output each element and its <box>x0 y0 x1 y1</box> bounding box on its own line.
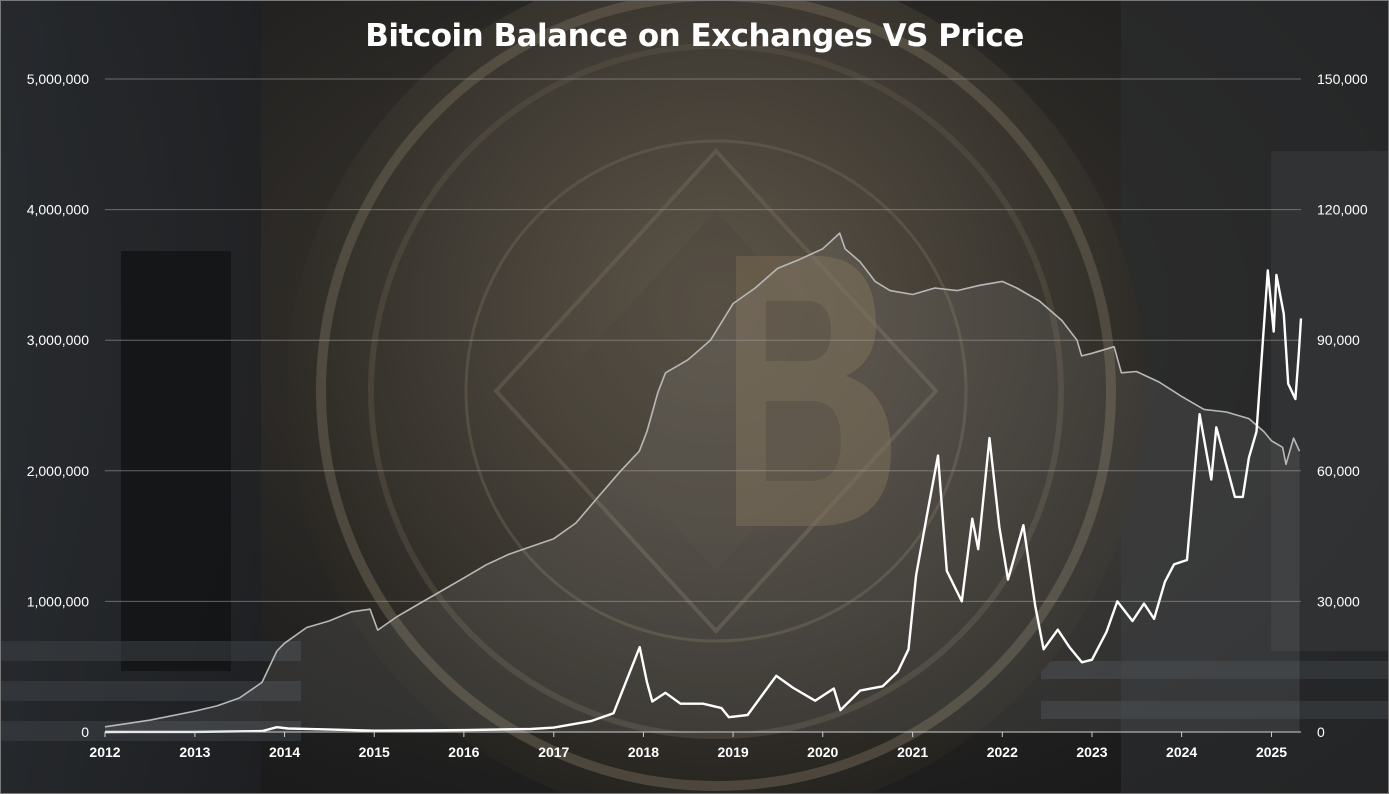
x-tick-label: 2023 <box>1076 744 1107 760</box>
right-y-tick-label: 90,000 <box>1317 332 1360 348</box>
x-tick-label: 2014 <box>269 744 300 760</box>
x-tick-label: 2022 <box>987 744 1018 760</box>
exchange-balance-area <box>105 233 1300 732</box>
right-y-tick-label: 120,000 <box>1317 202 1368 218</box>
x-tick-label: 2025 <box>1256 744 1287 760</box>
x-tick-label: 2020 <box>807 744 838 760</box>
left-y-tick-label: 4,000,000 <box>27 202 89 218</box>
right-y-axis: 0 30,000 60,000 90,000 120,000 150,000 <box>1317 71 1368 740</box>
x-tick-label: 2021 <box>897 744 928 760</box>
left-y-tick-label: 2,000,000 <box>27 463 89 479</box>
gridlines <box>105 78 1301 602</box>
x-tick-label: 2016 <box>448 744 479 760</box>
x-tick-label: 2018 <box>628 744 659 760</box>
x-tick-label: 2012 <box>89 744 120 760</box>
x-axis: 2012 2013 2014 2015 2016 2017 2018 2019 2020 2021… <box>89 732 1287 760</box>
x-tick-label: 2019 <box>718 744 749 760</box>
right-y-tick-label: 60,000 <box>1317 463 1360 479</box>
left-y-tick-label: 0 <box>81 724 89 740</box>
right-y-tick-label: 150,000 <box>1317 71 1368 87</box>
left-y-axis: 0 1,000,000 2,000,000 3,000,000 4,000,000 5,0… <box>27 71 90 740</box>
left-y-tick-label: 3,000,000 <box>27 332 89 348</box>
left-y-tick-label: 5,000,000 <box>27 71 89 87</box>
x-tick-label: 2017 <box>538 744 569 760</box>
x-tick-label: 2013 <box>179 744 210 760</box>
x-tick-label: 2024 <box>1166 744 1197 760</box>
x-tick-label: 2015 <box>359 744 390 760</box>
bitcoin-price-line <box>104 269 1303 734</box>
exchange-balance-line <box>104 232 1301 728</box>
right-y-tick-label: 30,000 <box>1317 593 1360 609</box>
chart-title: Bitcoin Balance on Exchanges VS Price <box>365 18 1024 54</box>
right-y-tick-label: 0 <box>1317 724 1325 740</box>
left-y-tick-label: 1,000,000 <box>27 593 89 609</box>
